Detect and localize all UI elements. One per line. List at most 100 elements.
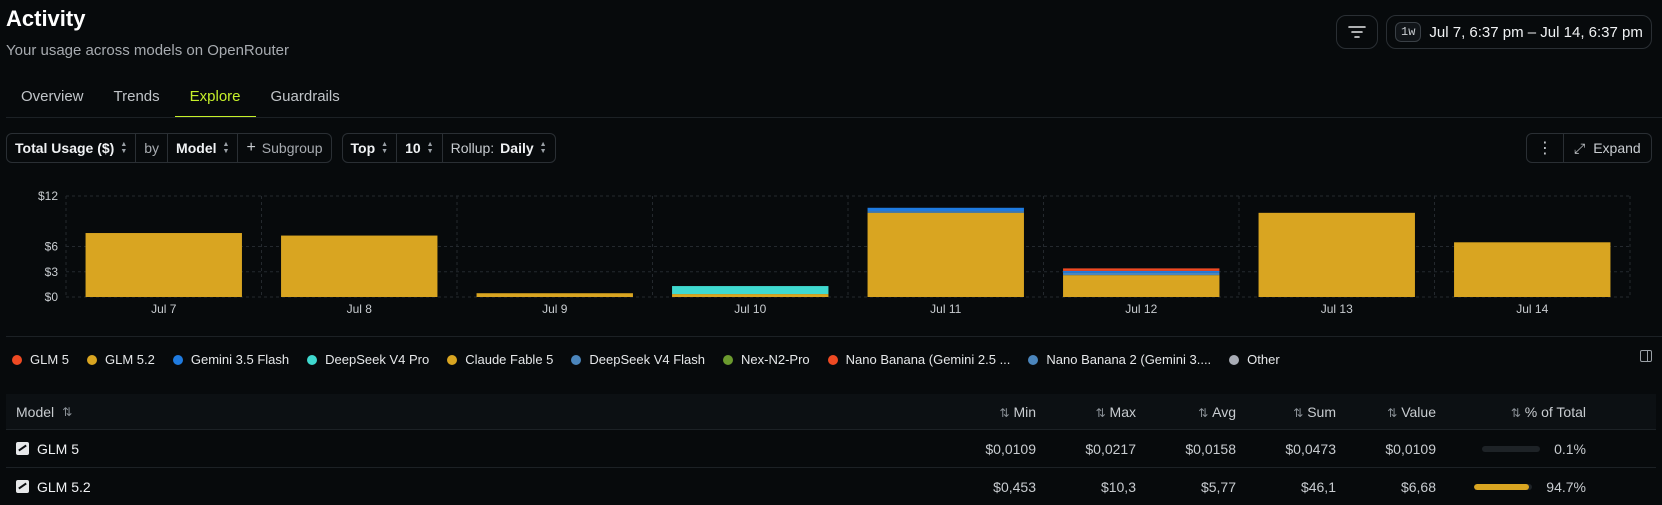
chart-actions: ⋮ ⤢ Expand xyxy=(1526,133,1652,163)
tab-bar: Overview Trends Explore Guardrails xyxy=(6,78,355,118)
tab-trends[interactable]: Trends xyxy=(113,88,160,105)
avg-cell: $0,0158 xyxy=(1185,440,1236,457)
filter-button[interactable] xyxy=(1336,15,1378,49)
subgroup-label: Subgroup xyxy=(261,140,323,156)
rollup-label: Rollup: xyxy=(450,140,495,156)
sort-icon: ⇅ xyxy=(1095,405,1106,420)
model-icon xyxy=(16,480,29,493)
x-tick-label: Jul 10 xyxy=(734,302,766,316)
sum-cell: $46,1 xyxy=(1300,478,1336,495)
query-toolbar: Total Usage ($) ▲ ▼ by Model ▲ ▼ + Subgrou… xyxy=(6,133,556,163)
legend-dot-icon xyxy=(87,354,98,365)
table-row[interactable]: GLM 5.2 $0,453 $10,3 $5,77 $46,1 $6,68 9… xyxy=(6,468,1656,505)
legend-item[interactable]: Nano Banana 2 (Gemini 3.... xyxy=(1028,352,1211,367)
legend-item[interactable]: DeepSeek V4 Flash xyxy=(571,352,705,367)
pct-value: 0.1% xyxy=(1554,440,1586,457)
legend-item[interactable]: Nano Banana (Gemini 2.5 ... xyxy=(827,352,1010,367)
top-count-select[interactable]: 10 ▲ ▼ xyxy=(396,134,442,162)
legend-dot-icon xyxy=(172,354,183,365)
more-button[interactable]: ⋮ xyxy=(1527,134,1563,162)
legend-item[interactable]: GLM 5 xyxy=(12,352,69,367)
legend-item[interactable]: Gemini 3.5 Flash xyxy=(172,352,289,367)
legend-toggle-icon[interactable] xyxy=(1640,350,1652,362)
legend-item[interactable]: Claude Fable 5 xyxy=(447,352,553,367)
legend-dot-icon xyxy=(307,354,318,365)
tab-explore[interactable]: Explore xyxy=(174,78,256,118)
model-table: Model ⇅ ⇅ Min ⇅ Max ⇅ Avg ⇅ Sum ⇅ Value ⇅% of… xyxy=(6,394,1656,505)
updown-icon: ▲ ▼ xyxy=(426,141,434,155)
legend-label: Claude Fable 5 xyxy=(465,352,554,367)
legend-item[interactable]: DeepSeek V4 Pro xyxy=(307,352,429,367)
date-range-picker[interactable]: 1w Jul 7, 6:37 pm – Jul 14, 6:37 pm xyxy=(1386,15,1652,49)
updown-icon: ▲ ▼ xyxy=(381,141,389,155)
updown-icon: ▲ ▼ xyxy=(222,141,230,155)
updown-icon: ▲ ▼ xyxy=(120,141,128,155)
column-max[interactable]: ⇅ Max xyxy=(1046,404,1146,420)
group-label: Model xyxy=(176,140,217,156)
chart-divider xyxy=(6,336,1662,337)
value-cell: $0,0109 xyxy=(1385,440,1436,457)
column-max-label: Max xyxy=(1109,403,1136,420)
model-name: GLM 5.2 xyxy=(37,478,91,495)
legend-item[interactable]: Nex-N2-Pro xyxy=(723,352,810,367)
pct-bar-fill xyxy=(1474,483,1530,490)
legend-dot-icon xyxy=(1028,354,1039,365)
column-min[interactable]: ⇅ Min xyxy=(946,404,1046,420)
pct-value: 94.7% xyxy=(1546,478,1586,495)
legend-item[interactable]: Other xyxy=(1229,352,1280,367)
legend-label: GLM 5.2 xyxy=(105,352,155,367)
pct-bar xyxy=(1474,483,1533,490)
column-value-label: Value xyxy=(1401,403,1436,420)
chart-legend: GLM 5 GLM 5.2 Gemini 3.5 Flash DeepSeek V4 … xyxy=(12,352,1280,367)
bar-segment xyxy=(85,233,242,297)
page-title: Activity xyxy=(6,6,86,31)
bar-segment xyxy=(1454,242,1611,297)
column-avg[interactable]: ⇅ Avg xyxy=(1146,404,1246,420)
metric-select[interactable]: Total Usage ($) ▲ ▼ xyxy=(7,134,135,162)
legend-label: GLM 5 xyxy=(30,352,70,367)
x-tick-label: Jul 8 xyxy=(347,302,373,316)
more-vertical-icon: ⋮ xyxy=(1537,140,1553,157)
bar-segment xyxy=(867,207,1024,212)
bar-segment xyxy=(672,294,829,297)
column-pct[interactable]: ⇅% of Total xyxy=(1446,404,1596,420)
options-group: Top ▲ ▼ 10 ▲ ▼ Rollup: Daily ▲ ▼ xyxy=(341,133,556,163)
tab-overview[interactable]: Overview xyxy=(21,88,84,105)
column-value[interactable]: ⇅ Value xyxy=(1346,404,1446,420)
column-sum-label: Sum xyxy=(1307,403,1336,420)
y-tick-label: $6 xyxy=(45,240,59,254)
pct-cell: 94.7% xyxy=(1446,479,1596,495)
sum-cell: $0,0473 xyxy=(1285,440,1336,457)
expand-button[interactable]: ⤢ Expand xyxy=(1563,134,1651,162)
top-count-value: 10 xyxy=(405,140,421,156)
bar-segment xyxy=(1063,275,1220,297)
legend-label: Nano Banana 2 (Gemini 3.... xyxy=(1046,352,1212,367)
column-model-label: Model xyxy=(16,403,55,420)
table-row[interactable]: GLM 5 $0,0109 $0,0217 $0,0158 $0,0473 $0… xyxy=(6,430,1656,468)
sort-icon: ⇅ xyxy=(1387,405,1398,420)
plus-icon: + xyxy=(246,139,256,156)
model-cell: GLM 5.2 xyxy=(6,479,946,495)
bar-segment xyxy=(672,286,829,295)
max-cell: $0,0217 xyxy=(1085,440,1136,457)
bar-segment xyxy=(476,293,633,297)
legend-item[interactable]: GLM 5.2 xyxy=(87,352,155,367)
column-model[interactable]: Model ⇅ xyxy=(6,404,946,420)
by-text: by xyxy=(144,140,160,156)
table-header-row: Model ⇅ ⇅ Min ⇅ Max ⇅ Avg ⇅ Sum ⇅ Value ⇅% of… xyxy=(6,394,1656,430)
tab-guardrails[interactable]: Guardrails xyxy=(270,88,340,105)
sort-icon: ⇅ xyxy=(1293,405,1304,420)
group-select[interactable]: Model ▲ ▼ xyxy=(167,134,237,162)
add-subgroup-button[interactable]: + Subgroup xyxy=(237,134,330,162)
by-label: by xyxy=(135,134,167,162)
x-tick-label: Jul 11 xyxy=(930,302,961,316)
column-sum[interactable]: ⇅ Sum xyxy=(1246,404,1346,420)
bar-segment xyxy=(867,211,1024,213)
legend-dot-icon xyxy=(723,354,734,365)
rollup-select[interactable]: Rollup: Daily ▲ ▼ xyxy=(441,134,555,162)
top-select[interactable]: Top ▲ ▼ xyxy=(343,134,397,162)
model-cell: GLM 5 xyxy=(6,441,946,457)
bar-segment xyxy=(1063,270,1220,273)
legend-label: Other xyxy=(1247,352,1280,367)
x-tick-label: Jul 14 xyxy=(1516,302,1548,316)
